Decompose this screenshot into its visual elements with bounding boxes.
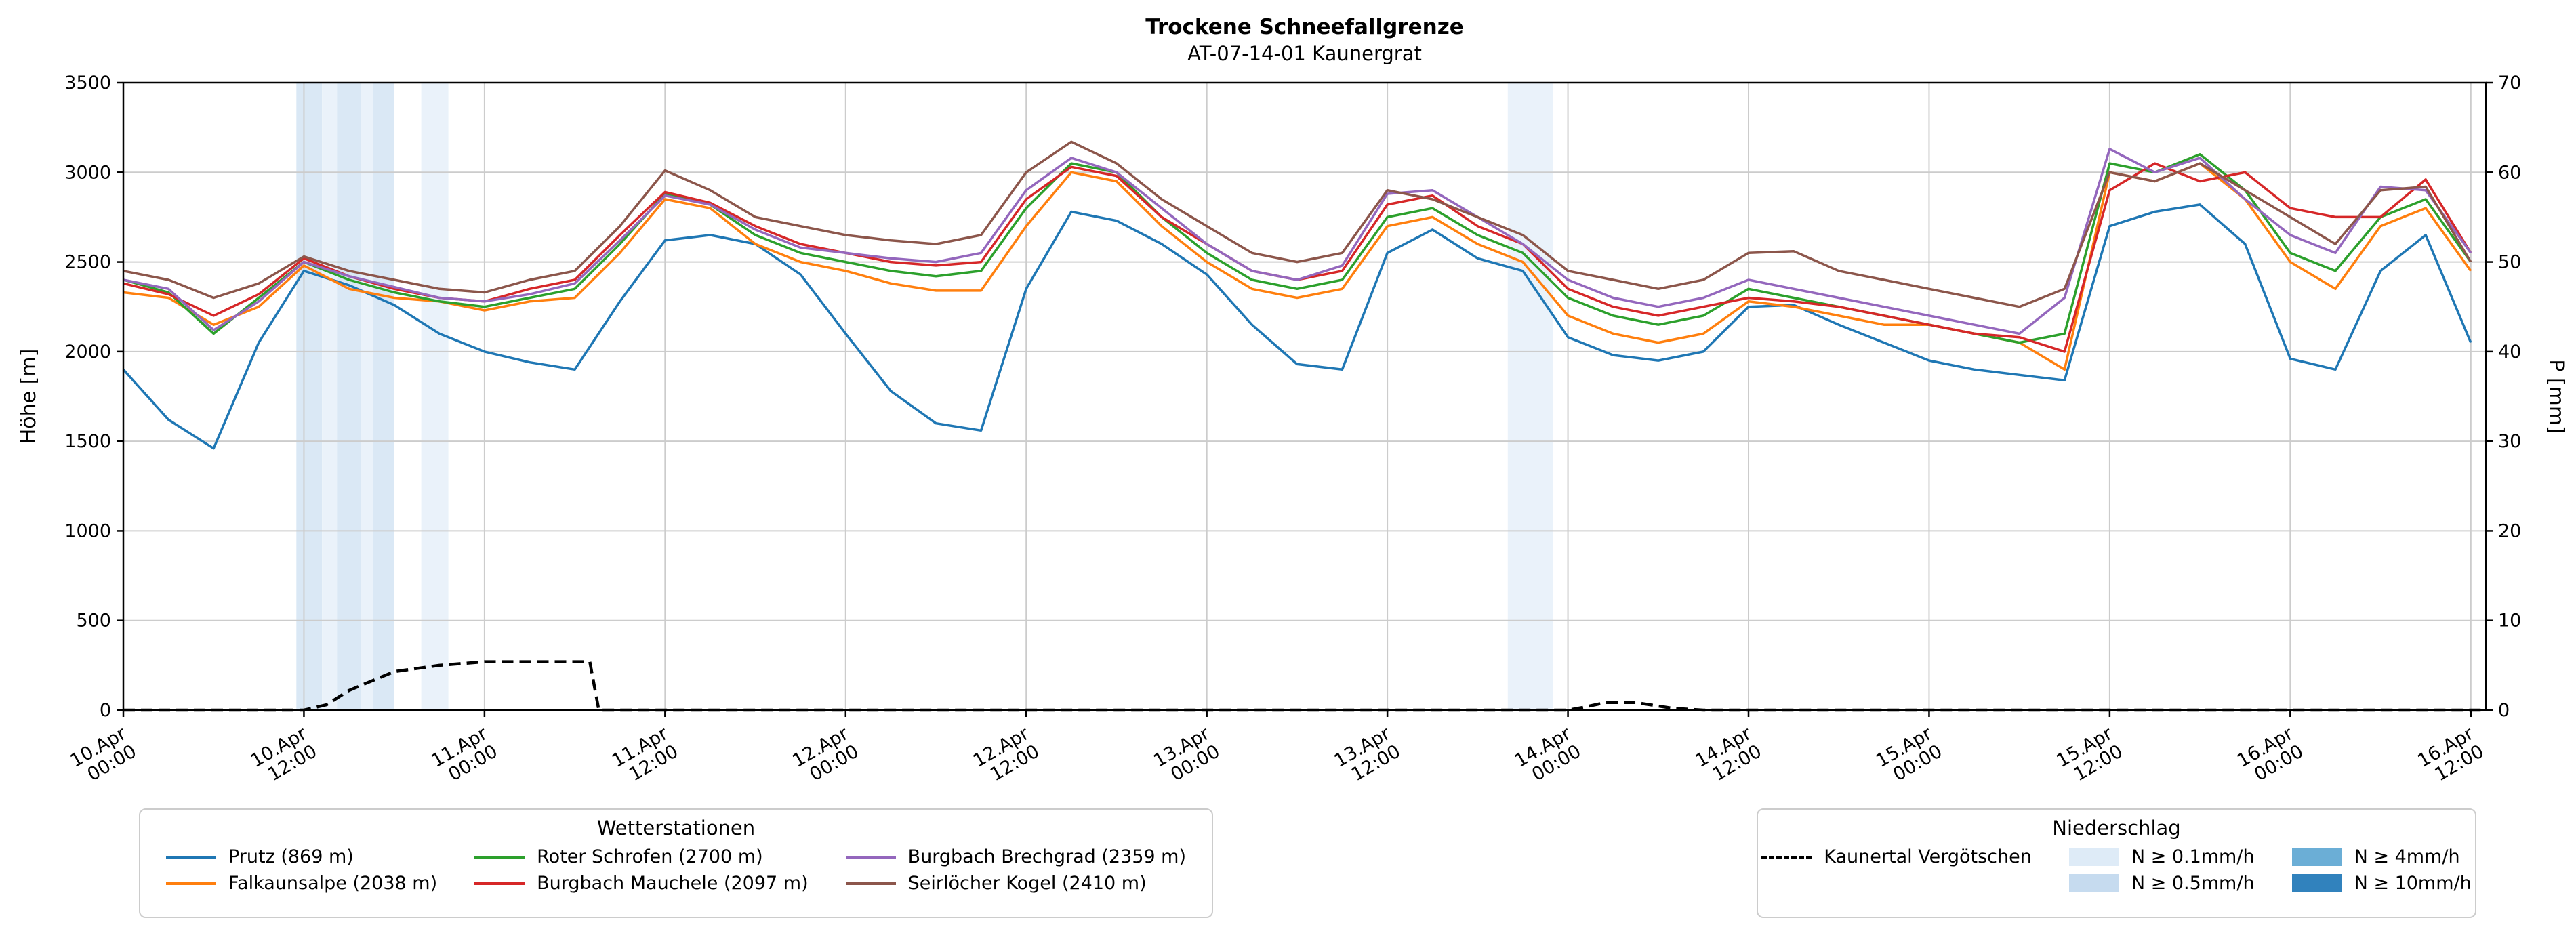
line-swatch [845, 855, 896, 859]
precip-patch-swatch [2068, 874, 2119, 892]
x-tick-label: 10.Apr00:00 [66, 723, 140, 789]
x-tick-label: 14.Apr00:00 [1511, 723, 1585, 789]
y-left-tick-label: 3000 [64, 162, 111, 183]
x-tick-label: 12.Apr00:00 [789, 723, 863, 789]
y-axis-left: 0 500 1000 1500 2000 2500 3000 3500 Höhe [m] [17, 73, 123, 721]
legend-stations-grid: Prutz (869 m) Falkaunsalpe (2038 m) Rote… [158, 846, 1194, 894]
x-tick-label: 11.Apr12:00 [609, 723, 682, 789]
legend-label: Prutz (869 m) [228, 846, 354, 867]
x-tick-label: 15.Apr12:00 [2053, 723, 2127, 789]
y-right-tick-label: 20 [2498, 520, 2521, 541]
x-axis: 10.Apr00:00 10.Apr12:00 11.Apr00:00 11.Apr1… [66, 710, 2488, 789]
y-left-tick-label: 2500 [64, 252, 111, 273]
y-left-tick-label: 2000 [64, 342, 111, 363]
y-right-tick-label: 0 [2498, 700, 2510, 721]
legend-item-prutz: Prutz (869 m) [165, 846, 437, 867]
series-line-prutz-869-m [122, 203, 2472, 450]
line-swatch [474, 855, 525, 859]
precip-band [322, 83, 338, 710]
y-right-tick-label: 60 [2498, 162, 2521, 183]
spines [122, 81, 2487, 711]
y-right-axis-title: P [mm] [2544, 359, 2568, 433]
x-tick-label: 10.Apr12:00 [247, 723, 321, 789]
y-left-tick-label: 3500 [64, 73, 111, 94]
line-swatch [165, 882, 216, 885]
legend-item-n-4: N ≥ 4mm/h [2291, 846, 2472, 867]
line-swatch [165, 855, 216, 859]
legend-item-roter-schrofen: Roter Schrofen (2700 m) [474, 846, 809, 867]
y-right-tick-label: 70 [2498, 73, 2521, 94]
legend-item-n-0-1: N ≥ 0.1mm/h [2068, 846, 2255, 867]
precip-band [337, 83, 361, 710]
chart-canvas: 10.Apr00:00 10.Apr12:00 11.Apr00:00 11.Apr1… [17, 73, 2568, 789]
legend-label: Kaunertal Vergötschen [1824, 846, 2032, 867]
x-tick-label: 13.Apr00:00 [1150, 723, 1224, 789]
precip-band [421, 83, 449, 710]
series [122, 140, 2486, 712]
y-right-tick-label: 10 [2498, 611, 2521, 632]
legend-precipitation: Niederschlag Kaunertal Vergötschen N ≥ 0… [1757, 808, 2476, 918]
series-line-roter-schrofen-2700-m [123, 153, 2472, 344]
legend-precip-title: Niederschlag [2052, 817, 2181, 840]
line-swatch [845, 882, 896, 885]
precip-band [373, 83, 394, 710]
legend-item-kaunertal-vergoetschen: Kaunertal Vergötschen [1761, 846, 2032, 867]
y-right-tick-label: 40 [2498, 342, 2521, 363]
precip-bands [296, 83, 1553, 710]
x-tick-label: 12.Apr12:00 [970, 723, 1044, 789]
legend-label: Roter Schrofen (2700 m) [537, 846, 763, 867]
legend-item-n-10: N ≥ 10mm/h [2291, 873, 2472, 894]
legend-item-burgbach-brechgrad: Burgbach Brechgrad (2359 m) [845, 846, 1187, 867]
y-left-tick-label: 1000 [64, 520, 111, 541]
x-tick-label: 11.Apr00:00 [428, 723, 502, 789]
y-right-tick-label: 30 [2498, 431, 2521, 452]
legend-label: Burgbach Mauchele (2097 m) [537, 873, 809, 894]
legend-label: N ≥ 4mm/h [2354, 846, 2460, 867]
precip-band [1507, 83, 1553, 710]
x-tick-label: 14.Apr12:00 [1692, 723, 1765, 789]
legend-item-n-0-5: N ≥ 0.5mm/h [2068, 873, 2255, 894]
legend-item-burgbach-mauchele: Burgbach Mauchele (2097 m) [474, 873, 809, 894]
y-left-axis-title: Höhe [m] [17, 349, 41, 445]
legend-item-falkaunsalpe: Falkaunsalpe (2038 m) [165, 873, 438, 894]
series-line-falkaunsalpe-2038-m [123, 162, 2472, 371]
legend-label: Falkaunsalpe (2038 m) [228, 873, 438, 894]
series-line-kaunertal-verg-tschen [123, 660, 2486, 712]
x-tick-label: 16.Apr12:00 [2414, 723, 2488, 789]
y-left-tick-label: 0 [100, 700, 111, 721]
precip-patch-swatch [2068, 848, 2119, 866]
y-left-tick-label: 1500 [64, 431, 111, 452]
legend-weather-stations: Wetterstationen Prutz (869 m) Falkaunsal… [139, 808, 1213, 918]
x-tick-label: 15.Apr00:00 [1873, 723, 1946, 789]
series-line-seirl-cher-kogel-2410-m [123, 140, 2472, 308]
legend-label: Seirlöcher Kogel (2410 m) [907, 873, 1147, 894]
precip-patch-swatch [2291, 848, 2342, 866]
chart-title: Trockene Schneefallgrenze [1145, 15, 1464, 39]
precip-band [296, 83, 322, 710]
legend-label: N ≥ 0.1mm/h [2131, 846, 2255, 867]
legend-stations-title: Wetterstationen [596, 817, 756, 840]
precip-band [361, 83, 373, 710]
x-tick-label: 13.Apr12:00 [1330, 723, 1404, 789]
legend-label: N ≥ 10mm/h [2354, 873, 2472, 894]
legend-label: Burgbach Brechgrad (2359 m) [907, 846, 1187, 867]
line-swatch [474, 882, 525, 885]
precip-patch-swatch [2291, 874, 2342, 892]
series-line-burgbach-mauchele-2097-m [123, 162, 2472, 353]
chart-subtitle: AT-07-14-01 Kaunergrat [1187, 42, 1422, 65]
legend-item-seirloecher-kogel: Seirlöcher Kogel (2410 m) [845, 873, 1186, 894]
y-left-tick-label: 500 [76, 611, 111, 632]
y-axis-right: 0 10 20 30 40 50 60 70 P [mm] [2486, 73, 2568, 721]
y-right-tick-label: 50 [2498, 252, 2521, 273]
dashed-line-swatch [1761, 855, 1812, 859]
legend-label: N ≥ 0.5mm/h [2131, 873, 2255, 894]
x-tick-label: 16.Apr00:00 [2234, 723, 2308, 789]
legend-precip-grid: Kaunertal Vergötschen N ≥ 0.1mm/h N ≥ 0.… [1761, 846, 2472, 894]
